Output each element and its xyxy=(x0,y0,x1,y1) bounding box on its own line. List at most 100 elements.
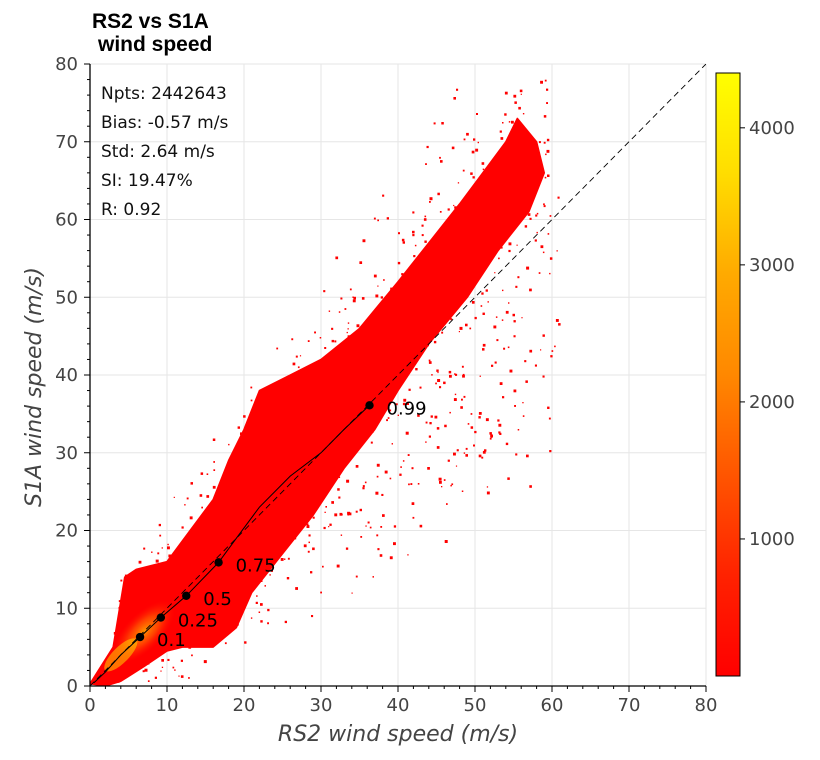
density-speckle-point xyxy=(336,385,339,387)
density-speckle-point xyxy=(507,346,510,349)
density-speckle-point xyxy=(481,456,484,459)
density-speckle-point xyxy=(501,319,504,321)
density-speckle-point xyxy=(324,347,327,349)
density-speckle-point xyxy=(524,225,528,228)
density-speckle-point xyxy=(529,217,532,220)
density-speckle-point xyxy=(133,591,136,593)
y-tick-label: 70 xyxy=(55,132,78,153)
density-speckle-point xyxy=(351,421,354,423)
density-speckle-point xyxy=(494,361,497,364)
density-speckle-point xyxy=(491,364,494,367)
density-speckle-point xyxy=(478,454,482,458)
stat-r: R: 0.92 xyxy=(101,200,162,220)
density-speckle-point xyxy=(319,487,323,490)
density-speckle-point xyxy=(481,292,484,295)
density-speckle-point xyxy=(315,443,318,446)
density-speckle-point xyxy=(338,496,341,499)
density-speckle-point xyxy=(389,556,393,560)
density-speckle-point xyxy=(236,512,240,515)
x-axis-label: RS2 wind speed (m/s) xyxy=(277,722,519,747)
density-speckle-point xyxy=(290,480,294,483)
density-speckle-point xyxy=(522,402,524,404)
density-speckle-point xyxy=(177,600,180,602)
density-speckle-point xyxy=(312,516,315,519)
density-speckle-point xyxy=(328,310,331,312)
density-speckle-point xyxy=(389,477,392,480)
density-speckle-point xyxy=(264,493,268,497)
density-speckle-point xyxy=(400,466,402,468)
density-speckle-point xyxy=(299,355,302,357)
density-speckle-point xyxy=(196,640,199,644)
density-speckle-point xyxy=(547,406,550,409)
density-speckle-point xyxy=(407,454,410,456)
density-speckle-point xyxy=(188,646,192,649)
colorbar-tick-label: 1000 xyxy=(749,529,795,550)
density-speckle-point xyxy=(462,374,465,378)
density-speckle-point xyxy=(278,538,281,540)
density-speckle-point xyxy=(463,259,466,261)
density-speckle-point xyxy=(156,654,158,656)
density-speckle-point xyxy=(428,361,432,364)
density-speckle-point xyxy=(324,511,326,513)
density-speckle-point xyxy=(509,152,511,155)
identity-line xyxy=(90,64,706,686)
density-speckle-point xyxy=(182,605,185,609)
density-speckle-point xyxy=(307,516,311,519)
density-speckle-point xyxy=(449,374,452,378)
density-speckle-point xyxy=(383,401,386,404)
density-speckle-point xyxy=(480,305,483,307)
density-speckle-point xyxy=(116,632,119,634)
density-speckle-point xyxy=(405,302,408,305)
density-speckle-point xyxy=(461,398,463,401)
density-speckle-point xyxy=(461,279,464,282)
density-speckle-point xyxy=(510,214,513,218)
density-speckle-point xyxy=(493,325,497,329)
density-speckle-point xyxy=(408,330,410,333)
density-speckle-point xyxy=(137,600,139,603)
density-speckle-point xyxy=(364,352,366,354)
density-speckle-point xyxy=(307,340,310,342)
density-speckle-point xyxy=(225,622,227,625)
density-speckle-point xyxy=(334,513,338,517)
density-speckle-point xyxy=(319,337,322,339)
density-speckle-point xyxy=(227,502,230,505)
density-speckle-point xyxy=(162,645,165,648)
density-speckle-point xyxy=(511,120,514,124)
density-speckle-point xyxy=(296,453,299,457)
density-speckle-point xyxy=(495,316,498,318)
density-speckle-point xyxy=(345,461,349,465)
density-speckle-point xyxy=(280,550,283,554)
density-speckle-point xyxy=(188,677,190,679)
density-speckle-point xyxy=(143,547,146,550)
density-speckle-point xyxy=(546,102,548,104)
density-speckle-point xyxy=(304,440,308,444)
density-speckle-point xyxy=(428,359,431,362)
density-speckle-point xyxy=(124,589,127,591)
density-speckle-point xyxy=(283,397,287,400)
x-tick-label: 40 xyxy=(387,695,410,716)
density-speckle-point xyxy=(144,593,148,596)
density-speckle-point xyxy=(408,483,410,486)
density-speckle-point xyxy=(513,320,516,323)
density-speckle-point xyxy=(186,600,188,602)
density-speckle-point xyxy=(473,138,476,141)
density-speckle-point xyxy=(410,352,413,355)
density-speckle-point xyxy=(390,287,393,291)
density-envelope xyxy=(90,117,546,686)
density-speckle-point xyxy=(142,670,145,673)
density-speckle-point xyxy=(261,440,264,444)
density-speckle-point xyxy=(331,368,333,371)
density-speckle-point xyxy=(306,488,309,492)
density-speckle-point xyxy=(182,578,184,580)
density-speckle-point xyxy=(508,121,511,123)
density-speckle-point xyxy=(364,481,367,484)
density-speckle-point xyxy=(118,620,121,623)
density-speckle-point xyxy=(190,604,193,607)
density-speckle-point xyxy=(379,554,383,557)
density-speckle-point xyxy=(347,437,350,440)
x-tick-label: 20 xyxy=(233,695,256,716)
density-speckle-point xyxy=(382,194,385,197)
density-speckle-point xyxy=(186,497,189,500)
density-speckle-point xyxy=(439,386,442,389)
density-speckle-point xyxy=(239,577,242,580)
